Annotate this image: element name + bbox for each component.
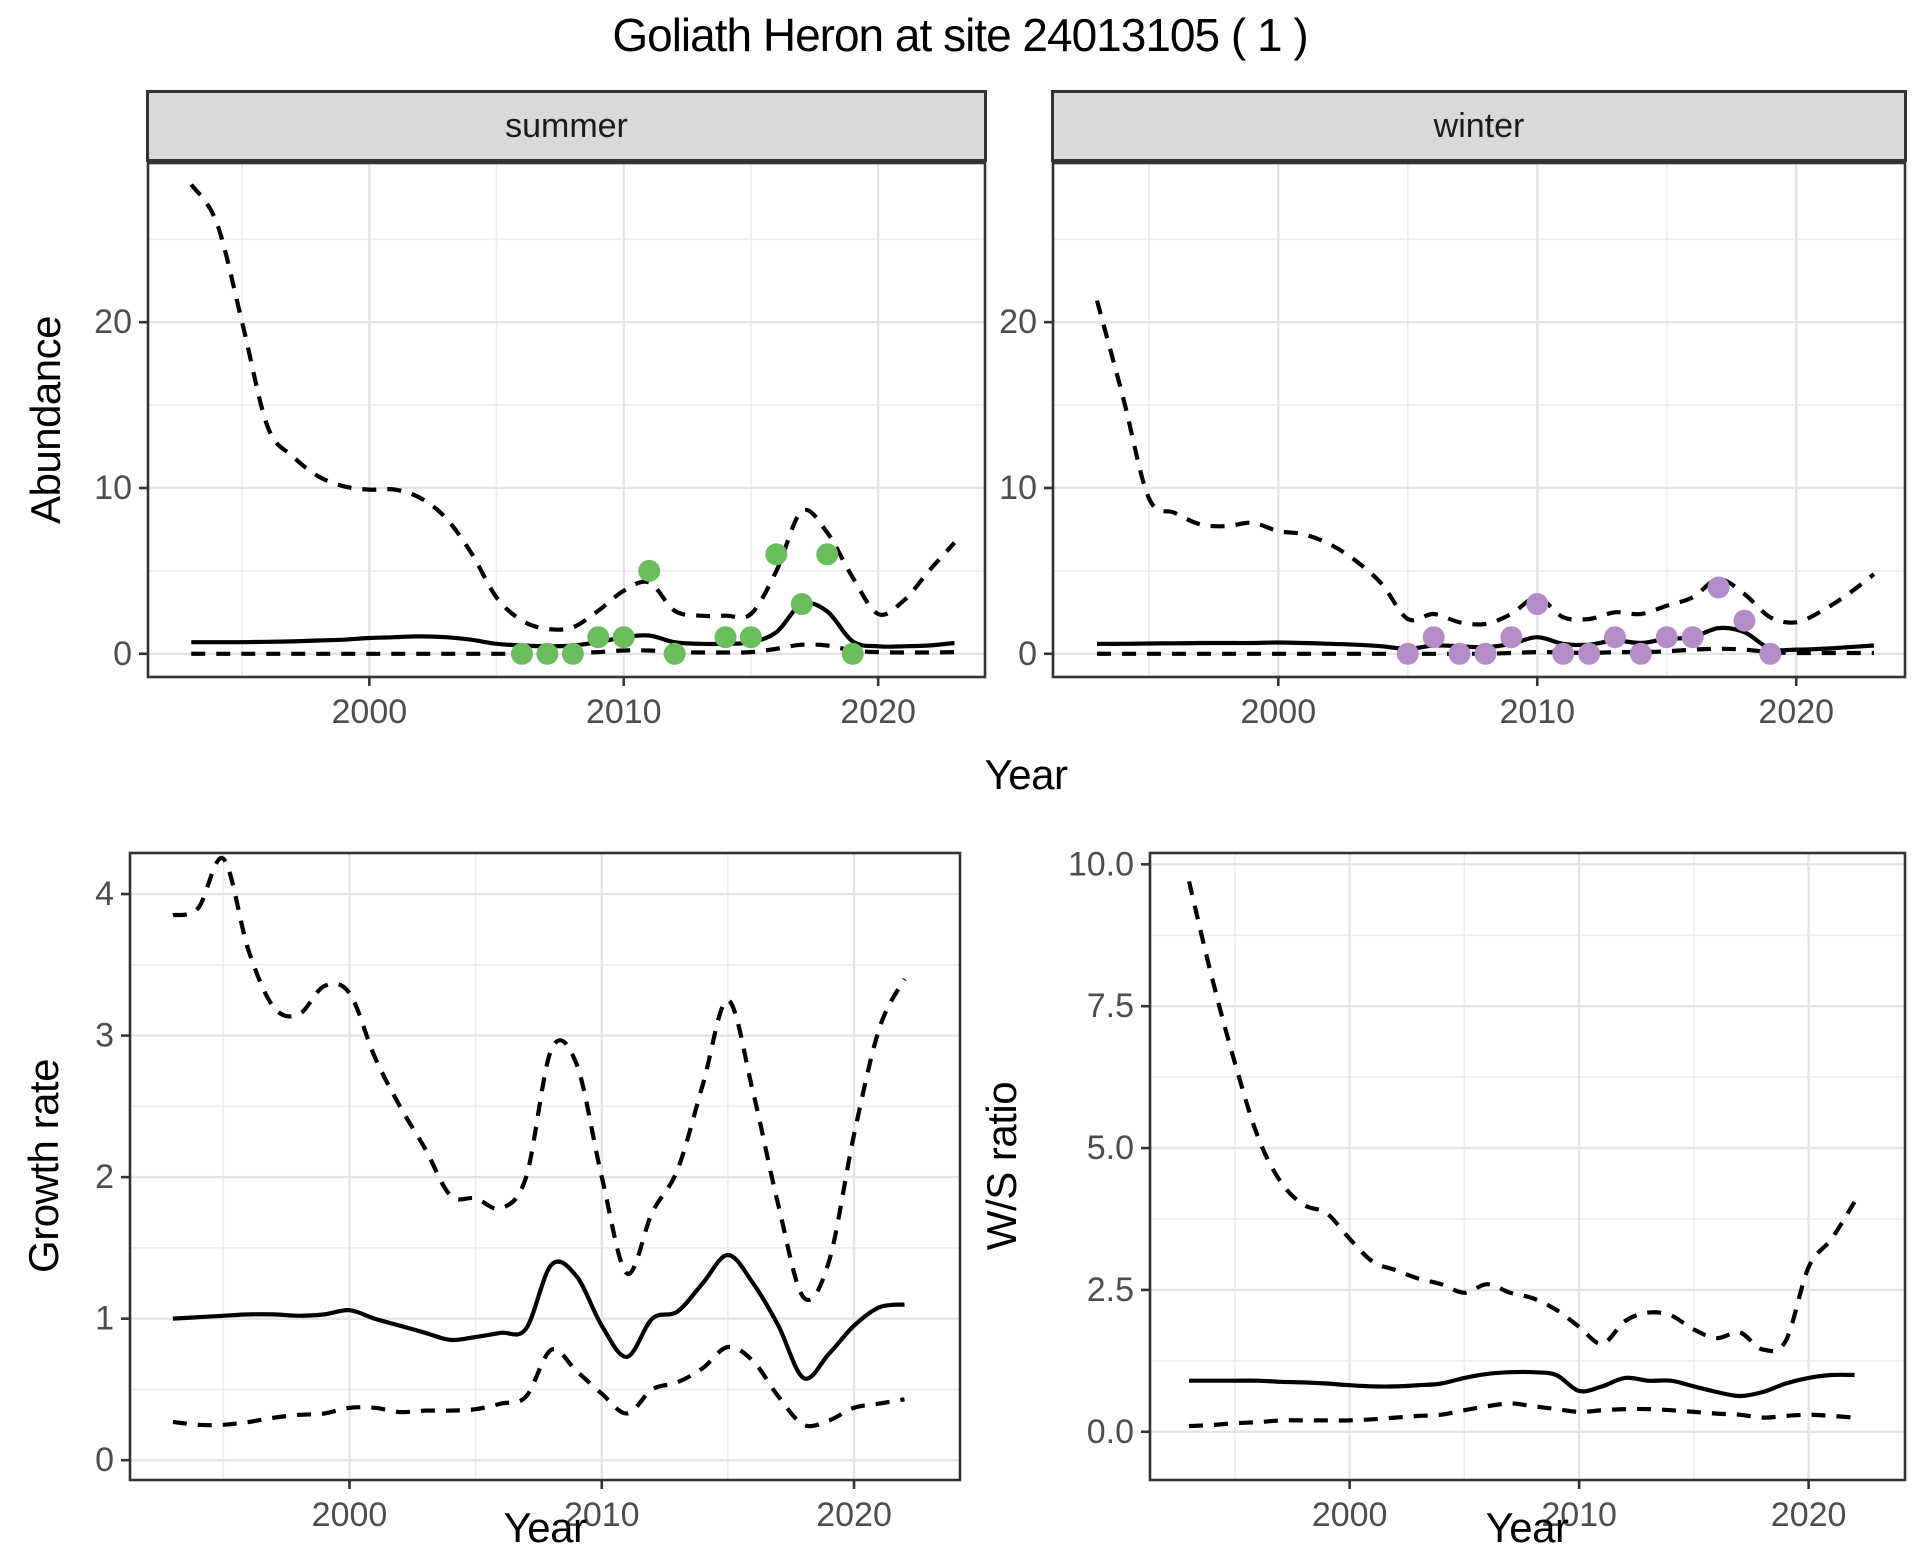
growth-panel-background [130, 853, 960, 1480]
facet-strip-winter-label: winter [1433, 106, 1525, 145]
winter-data-point [1422, 626, 1445, 649]
winter-data-point [1396, 642, 1419, 665]
growth-y-tick-label: 2 [95, 1158, 114, 1196]
ws-y-tick-label: 10.0 [1068, 845, 1134, 883]
x-axis-title-year-ws: Year [1485, 1504, 1569, 1551]
winter-data-point [1629, 642, 1652, 665]
winter-y-tick-label: 0 [1018, 635, 1037, 673]
winter-data-point [1448, 642, 1471, 665]
winter-x-tick-label: 2000 [1240, 693, 1316, 731]
chart-title: Goliath Heron at site 24013105 ( 1 ) [612, 9, 1308, 61]
summer-data-point [663, 642, 686, 665]
ws-y-tick-label: 7.5 [1087, 987, 1134, 1025]
ws-x-tick-label: 2000 [1312, 1496, 1388, 1534]
summer-x-tick-label: 2000 [332, 693, 408, 731]
ws-x-tick-label: 2010 [1541, 1496, 1617, 1534]
growth-x-tick-label: 2020 [816, 1496, 892, 1534]
summer-data-point [714, 626, 737, 649]
winter-data-point [1552, 642, 1575, 665]
summer-y-tick-label: 10 [94, 469, 132, 507]
winter-panel-background [1053, 163, 1905, 677]
winter-data-point [1500, 626, 1523, 649]
growth-panel-border [128, 851, 962, 1482]
ws-panel-background [1150, 853, 1905, 1480]
summer-x-tick-label: 2010 [586, 693, 662, 731]
growth-median-line [172, 1252, 905, 1381]
ws-lower_ci-line [1188, 1401, 1855, 1429]
y-axis-title-growth-rate: Growth rate [20, 1059, 67, 1273]
summer-data-point [841, 642, 864, 665]
growth-y-tick-label: 3 [95, 1017, 114, 1055]
facet-strip-winter: winter [1051, 90, 1907, 162]
facet-strip-summer: summer [146, 90, 987, 162]
winter-y-tick-label: 10 [999, 469, 1037, 507]
growth-x-tick-label: 2000 [312, 1496, 388, 1534]
summer-upper_ci-line [189, 183, 957, 632]
growth-y-tick-label: 0 [95, 1441, 114, 1479]
summer-y-tick-label: 20 [94, 303, 132, 341]
winter-upper_ci-line [1094, 300, 1876, 627]
winter-x-tick-label: 2010 [1499, 693, 1575, 731]
summer-panel-background [148, 163, 985, 677]
ws-y-tick-label: 5.0 [1087, 1129, 1134, 1167]
summer-data-point [510, 642, 533, 665]
summer-data-point [536, 642, 559, 665]
growth-lower_ci-line [172, 1344, 905, 1429]
ws-x-tick-label: 2020 [1771, 1496, 1847, 1534]
summer-y-tick-label: 0 [113, 635, 132, 673]
winter-data-point [1578, 642, 1601, 665]
winter-data-point [1526, 593, 1549, 616]
winter-data-point [1681, 626, 1704, 649]
facet-strip-summer-label: summer [505, 106, 628, 145]
growth-upper_ci-line [172, 856, 907, 1302]
winter-data-point [1474, 642, 1497, 665]
winter-y-tick-label: 20 [999, 303, 1037, 341]
x-axis-title-year-top: Year [984, 751, 1068, 798]
growth-y-tick-label: 1 [95, 1300, 114, 1338]
winter-data-point [1707, 576, 1730, 599]
summer-data-point [765, 543, 788, 566]
summer-x-tick-label: 2020 [840, 693, 916, 731]
summer-data-point [739, 626, 762, 649]
growth-x-tick-label: 2010 [564, 1496, 640, 1534]
y-axis-title-ws-ratio: W/S ratio [978, 1081, 1025, 1251]
winter-data-point [1733, 609, 1756, 632]
x-axis-title-year-growth: Year [503, 1504, 587, 1551]
summer-data-point [612, 626, 635, 649]
ws-y-tick-label: 0.0 [1087, 1413, 1134, 1451]
ws-median-line [1189, 1369, 1855, 1399]
summer-data-point [587, 626, 610, 649]
ws-y-tick-label: 2.5 [1087, 1271, 1134, 1309]
winter-panel-border [1051, 161, 1907, 679]
winter-data-point [1759, 642, 1782, 665]
y-axis-title-abundance: Abundance [22, 315, 69, 525]
ws-upper_ci-line [1186, 880, 1857, 1354]
summer-data-point [638, 559, 661, 582]
winter-data-point [1655, 626, 1678, 649]
winter-x-tick-label: 2020 [1758, 693, 1834, 731]
summer-panel-border [146, 161, 987, 679]
winter-data-point [1603, 626, 1626, 649]
summer-data-point [790, 593, 813, 616]
summer-data-point [816, 543, 839, 566]
growth-y-tick-label: 4 [95, 875, 114, 913]
summer-data-point [561, 642, 584, 665]
ws-panel-border [1148, 851, 1907, 1482]
